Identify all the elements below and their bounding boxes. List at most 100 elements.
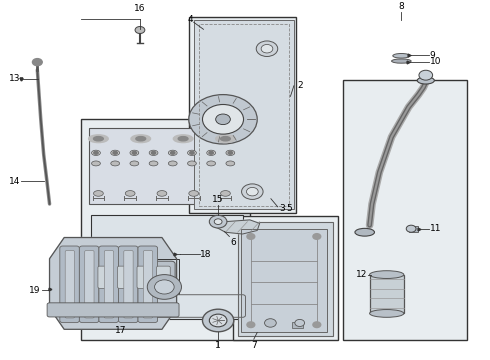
Circle shape [209,215,227,228]
Ellipse shape [188,150,196,156]
Circle shape [256,41,278,57]
Ellipse shape [125,190,135,196]
Ellipse shape [369,310,404,317]
Bar [233,216,338,340]
Ellipse shape [149,161,158,166]
Ellipse shape [189,190,198,196]
Circle shape [202,104,244,134]
Ellipse shape [151,152,156,154]
Ellipse shape [171,152,175,154]
Ellipse shape [392,59,411,63]
Text: 11: 11 [430,224,441,233]
Circle shape [247,234,255,239]
Circle shape [295,319,305,327]
Ellipse shape [130,150,139,156]
FancyBboxPatch shape [99,246,119,323]
Text: 14: 14 [9,176,20,185]
Circle shape [261,45,273,53]
FancyBboxPatch shape [152,261,175,293]
FancyBboxPatch shape [60,246,79,323]
Ellipse shape [132,152,137,154]
FancyBboxPatch shape [104,251,114,318]
Circle shape [202,309,234,332]
Ellipse shape [111,161,120,166]
Ellipse shape [207,150,216,156]
Ellipse shape [228,152,233,154]
Circle shape [313,234,321,239]
Ellipse shape [220,136,230,141]
Ellipse shape [113,152,118,154]
Text: 16: 16 [134,4,146,13]
Ellipse shape [130,161,139,166]
Bar [98,259,179,294]
Ellipse shape [94,152,98,154]
FancyBboxPatch shape [47,303,179,317]
Circle shape [214,219,222,225]
Text: 5: 5 [286,204,292,213]
Ellipse shape [226,150,235,156]
Circle shape [155,280,174,294]
Bar [343,81,467,340]
Bar [198,24,289,206]
Bar [194,21,294,209]
Ellipse shape [209,152,213,154]
Bar [189,17,296,213]
FancyBboxPatch shape [137,266,151,288]
Ellipse shape [207,161,216,166]
Circle shape [265,319,276,327]
FancyBboxPatch shape [124,251,133,318]
Ellipse shape [178,136,188,141]
FancyBboxPatch shape [144,251,153,318]
Ellipse shape [190,152,194,154]
FancyBboxPatch shape [138,246,158,323]
Circle shape [147,275,181,299]
Ellipse shape [92,150,100,156]
Text: 13: 13 [9,74,20,83]
Circle shape [419,70,433,80]
Text: 12: 12 [356,270,367,279]
Text: 2: 2 [298,81,303,90]
Ellipse shape [94,190,103,196]
Circle shape [242,184,263,199]
Polygon shape [216,220,260,234]
Text: 15: 15 [212,195,224,204]
Ellipse shape [369,271,404,279]
Ellipse shape [94,136,103,141]
Bar [409,226,418,231]
Bar [81,119,250,340]
Circle shape [246,188,258,196]
Circle shape [247,322,255,328]
Ellipse shape [220,190,230,196]
FancyBboxPatch shape [79,246,99,323]
Text: 8: 8 [398,1,404,10]
Ellipse shape [173,135,193,143]
Circle shape [216,114,230,125]
Circle shape [406,225,416,232]
FancyBboxPatch shape [65,251,74,318]
Ellipse shape [136,136,146,141]
Bar [91,215,243,319]
Ellipse shape [393,54,410,58]
Ellipse shape [188,161,196,166]
Bar [241,229,327,332]
Ellipse shape [92,161,100,166]
FancyBboxPatch shape [113,261,136,293]
Ellipse shape [216,135,235,143]
Circle shape [313,322,321,328]
Circle shape [32,59,42,66]
Text: 18: 18 [200,249,212,258]
Ellipse shape [355,228,374,236]
Polygon shape [49,238,176,329]
Text: 1: 1 [215,342,221,351]
Circle shape [135,27,145,33]
FancyBboxPatch shape [132,261,156,293]
Bar [369,275,404,314]
Bar [293,322,303,328]
Text: 9: 9 [430,50,436,59]
Ellipse shape [226,161,235,166]
Ellipse shape [169,161,177,166]
Ellipse shape [89,135,108,143]
FancyBboxPatch shape [157,266,170,288]
FancyBboxPatch shape [93,261,117,293]
Ellipse shape [111,150,120,156]
